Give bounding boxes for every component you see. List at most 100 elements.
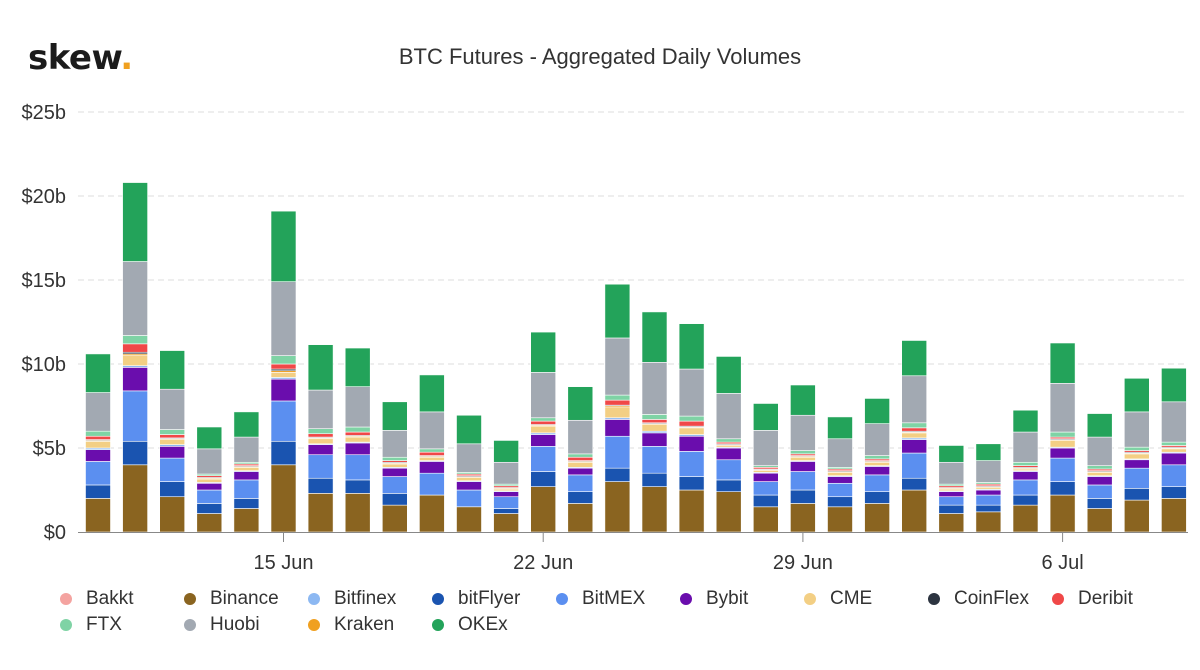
legend-item-bitflyer[interactable]: bitFlyer <box>432 588 556 610</box>
bar-segment-bitflyer <box>307 477 334 494</box>
bar-segment-huobi <box>122 261 148 336</box>
legend-item-deribit[interactable]: Deribit <box>1052 588 1176 610</box>
bar-segment-okex <box>159 350 185 390</box>
bar-segment-bitmex <box>456 489 482 508</box>
bar-segment-bitflyer <box>567 491 594 504</box>
bar-segment-binance <box>456 506 482 533</box>
bar-segment-huobi <box>567 419 594 455</box>
bar-segment-bybit <box>85 449 111 462</box>
bar-segment-cme <box>381 463 408 468</box>
bar-segment-ftx <box>1012 461 1039 466</box>
y-axis-ticks: $0 $5b $10b $15b $20b $25b <box>22 102 67 544</box>
bar-segment-bitmex <box>567 474 594 492</box>
bar-segment-bybit <box>456 481 482 491</box>
stacked-bar-chart: $0 $5b $10b $15b $20b $25b 15 Jun 22 Jun 29 Jun… <box>22 102 1188 574</box>
chart-title: BTC Futures - Aggregated Daily Volumes <box>398 44 802 69</box>
bar-segment-bitflyer <box>85 484 111 499</box>
legend-label: Bitfinex <box>334 588 397 609</box>
bar-segment-ftx <box>1049 431 1076 438</box>
bar-segment-deribit <box>641 419 668 424</box>
bar-segment-cme <box>233 467 260 471</box>
x-tick-label: 6 Jul <box>1041 552 1083 574</box>
legend-item-cme[interactable]: CME <box>804 588 928 610</box>
legend-item-kraken[interactable]: Kraken <box>308 614 432 636</box>
bar-segment-binance <box>270 464 297 533</box>
x-tick-label: 22 Jun <box>513 552 573 574</box>
legend-item-bitmex[interactable]: BitMEX <box>556 588 680 610</box>
bar-segment-bitflyer <box>530 471 557 487</box>
bar-segment-bybit <box>1049 447 1076 459</box>
legend-label: OKEx <box>458 614 508 635</box>
bar-segment-cme <box>196 478 223 483</box>
bar-segment-deribit <box>344 431 371 436</box>
bar-segment-bybit <box>1124 459 1150 469</box>
bar-segment-ftx <box>678 415 705 422</box>
bar-segment-binance <box>233 508 260 533</box>
bar-segment-ftx <box>530 417 557 422</box>
bar-segment-binance <box>1049 494 1076 533</box>
legend-item-bakkt[interactable]: Bakkt <box>60 588 184 610</box>
bar-segment-bitflyer <box>752 494 779 508</box>
legend-label: Bakkt <box>86 588 134 609</box>
bar-segment-okex <box>419 374 445 413</box>
gridlines <box>78 111 1188 449</box>
legend-item-binance[interactable]: Binance <box>184 588 308 610</box>
bar-segment-deribit <box>530 420 557 425</box>
bar-segment-huobi <box>1161 401 1187 443</box>
bar-segment-cme <box>827 472 853 477</box>
legend-item-coinflex[interactable]: CoinFlex <box>928 588 1052 610</box>
bar-segment-ftx <box>419 448 445 453</box>
bar-segment-binance <box>678 489 705 533</box>
bar-segment-binance <box>196 513 223 533</box>
legend-swatch <box>1052 593 1064 605</box>
bar-segment-bybit <box>790 461 816 472</box>
bar-segment-huobi <box>715 393 742 440</box>
bar-segment-okex <box>196 426 223 450</box>
bar-segment-bitmex <box>715 459 742 481</box>
bar-segment-bybit <box>530 434 557 447</box>
legend-label: FTX <box>86 614 122 635</box>
bar-segment-cme <box>344 436 371 443</box>
bar-segment-cme <box>270 372 297 378</box>
bar-segment-bitflyer <box>901 477 928 491</box>
bar-segment-bybit <box>604 419 631 437</box>
legend-swatch <box>308 619 320 631</box>
bar-segment-deribit <box>85 435 111 440</box>
bar-segment-cme <box>604 407 631 419</box>
legend-item-ftx[interactable]: FTX <box>60 614 184 636</box>
bar-segment-okex <box>233 411 260 438</box>
legend-label: Kraken <box>334 614 395 635</box>
bar-segment-huobi <box>1086 436 1113 466</box>
bar-segment-deribit <box>307 433 334 438</box>
legend-label: CoinFlex <box>954 588 1029 609</box>
bar-segment-binance <box>604 481 631 533</box>
bar-segment-bitmex <box>1161 464 1187 487</box>
legend-item-huobi[interactable]: Huobi <box>184 614 308 636</box>
bar-segment-bybit <box>641 432 668 447</box>
bar-segment-bybit <box>901 439 928 454</box>
bar-segment-ftx <box>85 430 111 437</box>
bar-segment-bybit <box>344 442 371 456</box>
bar-segment-huobi <box>752 430 779 466</box>
y-tick-label: $10b <box>22 354 67 376</box>
bar-segment-bybit <box>567 467 594 476</box>
bar-segment-bybit <box>1012 471 1039 481</box>
bar-segment-bitmex <box>493 496 519 509</box>
bar-segment-bitflyer <box>604 467 631 482</box>
bar-segment-cme <box>1049 440 1076 448</box>
bar-segment-bitflyer <box>790 489 816 504</box>
bar-segment-deribit <box>270 363 297 370</box>
bar-segment-huobi <box>381 430 408 458</box>
bar-segment-okex <box>85 353 111 393</box>
bar-segment-bitmex <box>1124 467 1150 489</box>
legend-item-bybit[interactable]: Bybit <box>680 588 804 610</box>
chart-legend: Bakkt Binance Bitfinex bitFlyer BitMEX Bybit C… <box>60 588 1180 636</box>
bar-segment-cme <box>159 439 185 445</box>
bar-segment-okex <box>1012 409 1039 433</box>
legend-item-bitfinex[interactable]: Bitfinex <box>308 588 432 610</box>
legend-label: CME <box>830 588 873 609</box>
bar-segment-cme <box>901 432 928 439</box>
legend-item-okex[interactable]: OKEx <box>432 614 556 636</box>
bar-segment-ftx <box>1086 465 1113 470</box>
bar-segment-ftx <box>1161 441 1187 446</box>
